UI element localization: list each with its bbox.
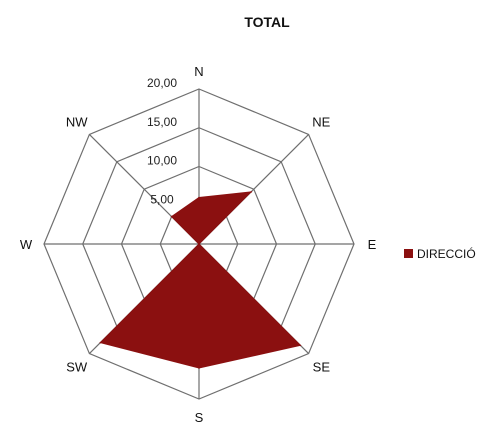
radial-tick-labels: 5,00 10,00 15,00 20,00 <box>147 76 177 206</box>
series-area-0 <box>99 191 302 369</box>
tick-label-1: 5,00 <box>150 192 174 206</box>
direction-label-s: S <box>195 410 204 425</box>
data-point-n <box>198 196 200 199</box>
legend-label: DIRECCIÓ <box>417 246 476 261</box>
data-point-ne <box>250 191 252 193</box>
tick-label-4: 20,00 <box>147 76 177 90</box>
direction-label-n: N <box>194 64 203 79</box>
direction-label-e: E <box>368 237 377 252</box>
legend-swatch <box>404 249 413 258</box>
chart-title: TOTAL <box>244 14 290 30</box>
data-point-nw <box>170 215 173 218</box>
direction-labels: N NE E SE S SW W NW <box>20 64 377 425</box>
direction-label-ne: NE <box>312 115 330 130</box>
direction-label-w: W <box>20 237 33 252</box>
data-point-sw <box>99 341 102 344</box>
series-layer <box>99 191 302 369</box>
tick-label-2: 10,00 <box>147 154 177 168</box>
data-point-se <box>299 344 302 347</box>
legend: DIRECCIÓ <box>404 246 476 261</box>
data-point-w <box>198 243 200 245</box>
direction-label-sw: SW <box>66 359 88 374</box>
data-point-s <box>198 367 200 369</box>
tick-label-3: 15,00 <box>147 115 177 129</box>
direction-label-se: SE <box>313 359 331 374</box>
direction-label-nw: NW <box>66 115 88 130</box>
